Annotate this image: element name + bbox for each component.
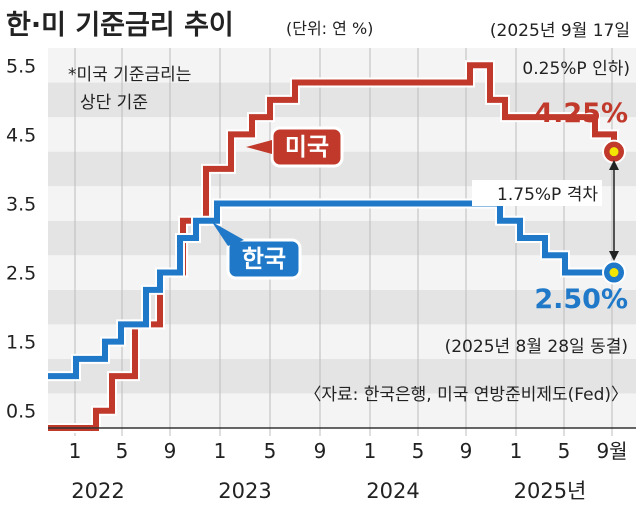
gap-label: 1.75%P 격차 xyxy=(497,185,598,205)
year-label: 2024 xyxy=(366,479,419,503)
x-tick-label: 9 xyxy=(314,439,327,463)
x-tick-label: 1 xyxy=(214,439,227,463)
kr-hold-note: (2025년 8월 28일 동결) xyxy=(445,337,628,357)
y-tick-label: 5.5 xyxy=(6,55,36,77)
series-end-dot xyxy=(609,147,619,157)
y-tick-label: 0.5 xyxy=(6,401,36,423)
chart-title: 한·미 기준금리 추이 xyxy=(6,10,234,41)
plot-band xyxy=(48,358,636,394)
x-tick-label: 9월 xyxy=(596,439,627,463)
us-end-value: 4.25% xyxy=(534,98,628,129)
series-line xyxy=(48,200,614,380)
us-series-label: 미국 xyxy=(285,133,329,161)
plot-band xyxy=(48,48,636,83)
x-tick-label: 9 xyxy=(460,439,473,463)
kr-series-badge: 한국 xyxy=(212,222,302,280)
y-tick-label: 2.5 xyxy=(6,263,36,285)
year-label: 2023 xyxy=(218,479,271,503)
unit-note: (단위: 연 %) xyxy=(286,19,373,38)
x-tick-label: 9 xyxy=(164,439,177,463)
year-label: 2022 xyxy=(71,479,124,503)
plot-band xyxy=(48,324,636,359)
source-note: 〈자료: 한국은행, 미국 연방준비제도(Fed)〉 xyxy=(304,385,628,405)
series-end-dot xyxy=(609,268,619,278)
y-tick-label: 3.5 xyxy=(6,193,36,215)
kr-end-value: 2.50% xyxy=(534,284,628,315)
year-labels: 2022 2023 2024 2025년 xyxy=(71,479,586,503)
footnote-line2: 상단 기준 xyxy=(80,93,148,113)
kr-badge-box xyxy=(226,238,302,280)
x-tick-label: 1 xyxy=(510,439,523,463)
x-tick-label: 5 xyxy=(264,439,277,463)
x-tick-label: 5 xyxy=(116,439,129,463)
year-label: 2025년 xyxy=(514,479,587,503)
plot-band xyxy=(48,82,636,118)
us-cut-note-line2: 0.25%P 인하) xyxy=(522,59,630,79)
plot-band xyxy=(48,255,636,290)
kr-series-label: 한국 xyxy=(242,245,286,273)
us-series-badge: 미국 xyxy=(246,126,344,168)
y-tick-label: 4.5 xyxy=(6,124,36,146)
gap-label-bg xyxy=(472,180,602,206)
gap-arrow xyxy=(609,160,619,261)
footnote-line1: *미국 기준금리는 xyxy=(68,65,191,85)
x-axis-tick-labels: 1 5 9 1 5 9 1 5 9 1 5 9월 xyxy=(69,439,628,463)
x-tick-label: 1 xyxy=(364,439,377,463)
us-badge-pointer xyxy=(246,140,272,154)
x-tick-label: 5 xyxy=(558,439,571,463)
x-tick-label: 1 xyxy=(69,439,82,463)
series-line xyxy=(48,62,617,431)
month-gridlines xyxy=(74,48,613,436)
y-tick-label: 1.5 xyxy=(6,332,36,354)
x-tick-label: 5 xyxy=(412,439,425,463)
us-cut-note-line1: (2025년 9월 17일 xyxy=(490,21,630,41)
plot-band xyxy=(48,393,636,428)
series-layer xyxy=(48,60,626,433)
y-axis-tick-labels: 0.5 1.5 2.5 3.5 4.5 5.5 xyxy=(6,55,36,422)
kr-badge-pointer xyxy=(212,222,244,246)
